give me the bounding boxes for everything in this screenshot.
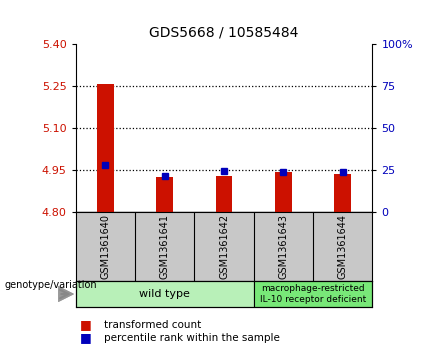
Text: ■: ■ — [80, 331, 92, 344]
Bar — [275, 172, 292, 212]
Title: GDS5668 / 10585484: GDS5668 / 10585484 — [149, 26, 299, 40]
Text: GSM1361640: GSM1361640 — [100, 214, 110, 280]
Text: GSM1361643: GSM1361643 — [278, 214, 288, 280]
Bar — [216, 176, 233, 212]
Bar — [156, 177, 173, 212]
Bar — [334, 174, 351, 212]
Polygon shape — [58, 286, 74, 302]
Text: GSM1361644: GSM1361644 — [338, 214, 348, 280]
Bar — [97, 84, 114, 212]
Text: ■: ■ — [80, 318, 92, 331]
Text: genotype/variation: genotype/variation — [4, 280, 97, 290]
Text: transformed count: transformed count — [104, 320, 201, 330]
Text: macrophage-restricted
IL-10 receptor deficient: macrophage-restricted IL-10 receptor def… — [260, 284, 366, 304]
Bar — [254, 281, 372, 307]
Bar — [76, 281, 254, 307]
Text: GSM1361642: GSM1361642 — [219, 214, 229, 280]
Text: GSM1361641: GSM1361641 — [160, 214, 170, 280]
Text: wild type: wild type — [139, 289, 190, 299]
Text: percentile rank within the sample: percentile rank within the sample — [104, 333, 280, 343]
